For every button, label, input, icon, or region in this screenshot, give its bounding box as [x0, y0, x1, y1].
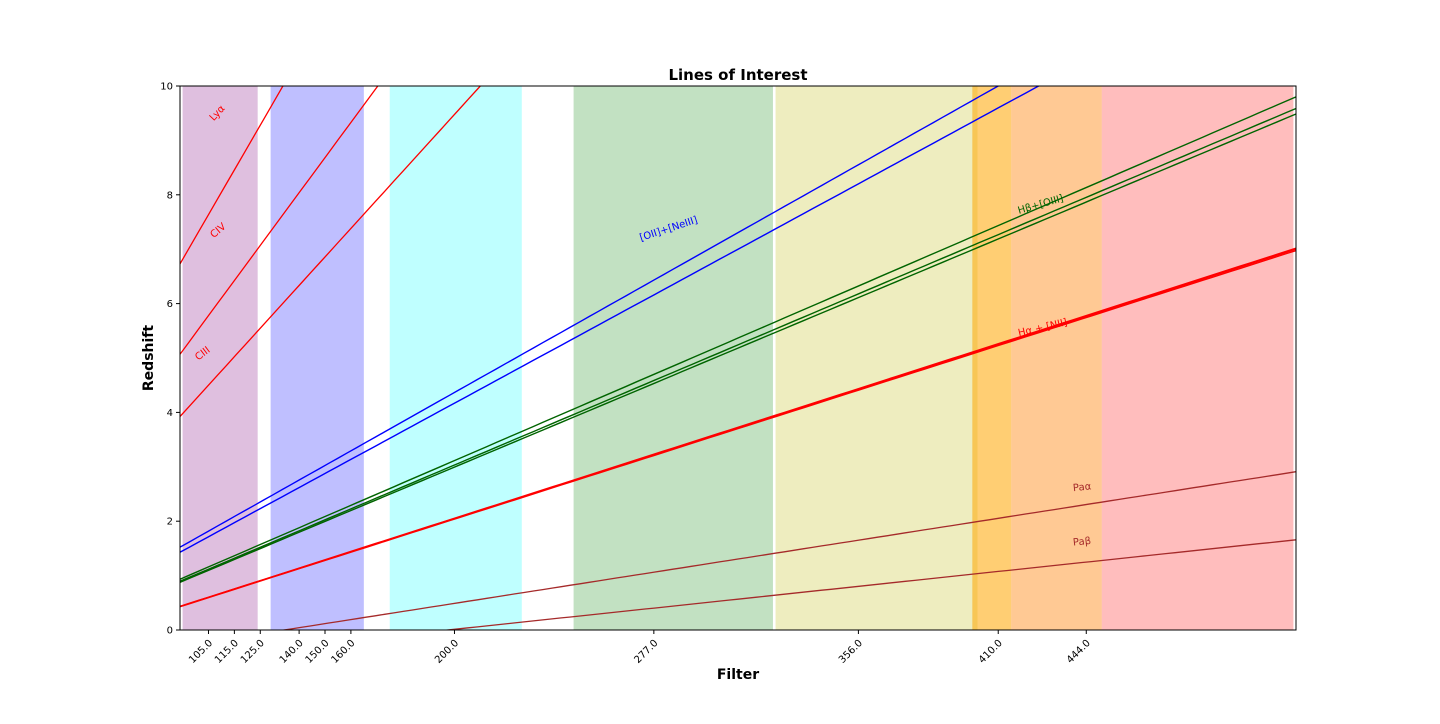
filter-band-3 — [389, 86, 522, 630]
emission-lines — [180, 86, 1296, 630]
y-tick-label: 2 — [167, 517, 173, 528]
filter-band-1 — [182, 86, 258, 630]
filter-band-4 — [573, 86, 773, 630]
x-tick-label: 150.0 — [304, 638, 332, 666]
x-tick-label: 444.0 — [1065, 638, 1093, 666]
line-hb — [180, 96, 1296, 580]
line-nii_6583 — [180, 249, 1296, 608]
y-tick-label: 4 — [167, 408, 173, 419]
y-axis-label: Redshift — [141, 325, 157, 391]
x-axis-label: Filter — [717, 667, 759, 683]
x-tick-label: 356.0 — [837, 638, 865, 666]
x-tick-label: 200.0 — [433, 638, 461, 666]
filter-band-8 — [1101, 86, 1294, 630]
filter-bands — [182, 86, 1294, 630]
annotation-7: Paα — [1072, 481, 1092, 494]
x-tick-label: 125.0 — [239, 638, 267, 666]
x-tick-label: 115.0 — [213, 638, 241, 666]
x-tick-label: 140.0 — [278, 638, 306, 666]
plot-frame — [179, 85, 1297, 631]
filter-band-2 — [270, 86, 364, 630]
line-civ — [180, 86, 379, 355]
y-tick-label: 6 — [167, 299, 173, 310]
annotation-8: Paβ — [1072, 536, 1091, 549]
y-axis-ticks: 0 2 4 6 8 10 — [160, 82, 180, 637]
chart-title: Lines of Interest — [668, 66, 807, 84]
y-tick-label: 10 — [160, 82, 173, 93]
line-pa_alpha — [280, 471, 1296, 630]
line-neiii — [180, 86, 1041, 553]
x-tick-label: 277.0 — [632, 638, 660, 666]
x-tick-label: 160.0 — [330, 638, 358, 666]
line-oiii_5007 — [180, 113, 1296, 583]
line-ciii — [180, 86, 482, 417]
x-tick-label: 410.0 — [977, 638, 1005, 666]
filter-band-6 — [972, 86, 1012, 630]
line-oii_372 — [180, 86, 1000, 548]
y-tick-label: 0 — [167, 626, 173, 637]
x-tick-label: 105.0 — [187, 638, 215, 666]
line-oiii_4959 — [180, 107, 1296, 582]
line-pa_beta — [441, 539, 1296, 630]
filter-band-7 — [1011, 86, 1102, 630]
y-tick-label: 8 — [167, 190, 173, 201]
filter-band-5 — [775, 86, 978, 630]
